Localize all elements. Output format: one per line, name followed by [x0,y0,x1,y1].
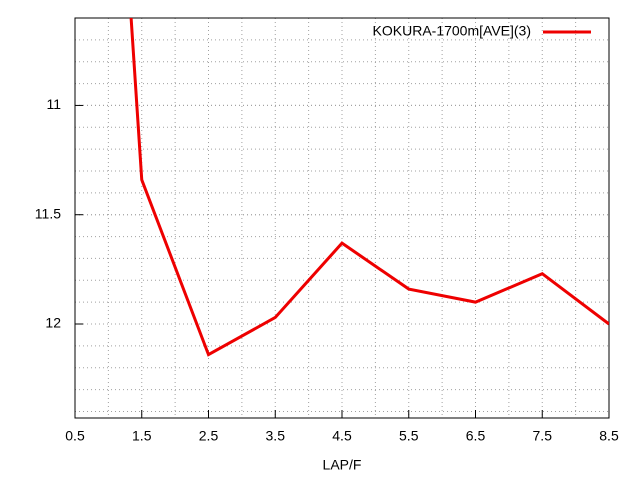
legend-label: KOKURA-1700m[AVE](3) [373,23,531,39]
x-tick-label: 7.5 [533,428,553,444]
y-tick-label: 11 [46,96,61,112]
plot-area [129,18,609,357]
x-tick-label: 3.5 [266,428,286,444]
line-series [129,18,609,357]
x-tick-label: 5.5 [399,428,419,444]
x-axis-label: LAP/F [323,457,362,473]
x-tick-label: 0.5 [65,428,85,444]
x-tick-label: 8.5 [599,428,619,444]
y-tick-label: 12 [45,315,61,331]
x-tick-label: 2.5 [199,428,219,444]
y-tick-label: 11.5 [35,205,61,221]
x-tick-label: 1.5 [132,428,152,444]
plot-frame [74,17,610,419]
x-tick-label: 6.5 [466,428,486,444]
x-tick-label: 4.5 [332,428,352,444]
